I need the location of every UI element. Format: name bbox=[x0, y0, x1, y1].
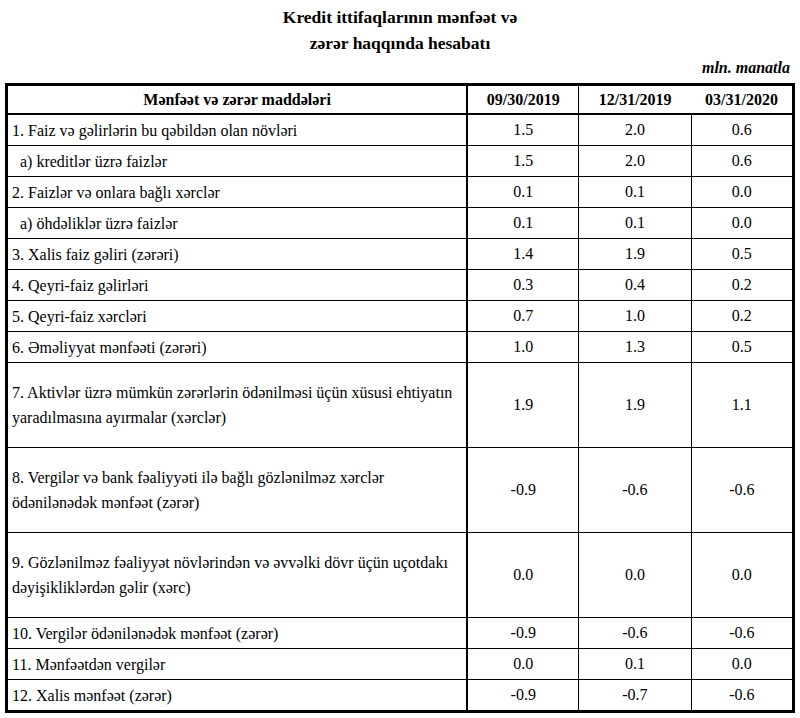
row-value: 0.1 bbox=[579, 177, 691, 208]
row-value: 2.0 bbox=[579, 114, 691, 146]
table-header-row: Mənfəət və zərər maddələri 09/30/2019 12… bbox=[7, 85, 794, 115]
row-value: 1.9 bbox=[579, 239, 691, 270]
table-row: 6. Əməliyyat mənfəəti (zərəri)1.01.30.5 bbox=[7, 332, 794, 363]
row-label: 3. Xalis faiz gəliri (zərəri) bbox=[7, 239, 468, 270]
table-row: 7. Aktivlər üzrə mümkün zərərlərin ödəni… bbox=[7, 363, 794, 448]
row-value: 0.7 bbox=[467, 301, 578, 332]
row-label: 4. Qeyri-faiz gəlirləri bbox=[7, 270, 468, 301]
row-label: 1. Faiz və gəlirlərin bu qəbildən olan n… bbox=[7, 114, 468, 146]
row-value: 0.4 bbox=[579, 270, 691, 301]
row-value: 0.0 bbox=[691, 649, 793, 680]
header-col-12-31-2019: 12/31/2019 bbox=[579, 85, 691, 115]
row-value: 0.0 bbox=[691, 533, 793, 618]
header-label: Mənfəət və zərər maddələri bbox=[7, 85, 468, 115]
row-label: 7. Aktivlər üzrə mümkün zərərlərin ödəni… bbox=[7, 363, 468, 448]
row-value: 2.0 bbox=[579, 146, 691, 177]
page-title: Kredit ittifaqlarının mənfəət və zərər h… bbox=[0, 0, 800, 56]
row-value: 1.4 bbox=[467, 239, 578, 270]
header-col-03-31-2020: 03/31/2020 bbox=[691, 85, 793, 115]
row-value: 1.5 bbox=[467, 114, 578, 146]
row-label: 8. Vergilər və bank fəaliyyəti ilə bağlı… bbox=[7, 448, 468, 533]
table-row: 12. Xalis mənfəət (zərər)-0.9-0.7-0.6 bbox=[7, 680, 794, 712]
table-row: 5. Qeyri-faiz xərcləri0.71.00.2 bbox=[7, 301, 794, 332]
row-value: -0.6 bbox=[579, 448, 691, 533]
page-title-line1: Kredit ittifaqlarının mənfəət və bbox=[0, 4, 800, 30]
row-value: -0.6 bbox=[579, 618, 691, 649]
report-page: Kredit ittifaqlarının mənfəət və zərər h… bbox=[0, 0, 800, 718]
row-label: a) kreditlər üzrə faizlər bbox=[7, 146, 468, 177]
row-label: 12. Xalis mənfəət (zərər) bbox=[7, 680, 468, 712]
row-value: 0.1 bbox=[579, 649, 691, 680]
row-value: 0.2 bbox=[691, 301, 793, 332]
table-row: 3. Xalis faiz gəliri (zərəri)1.41.90.5 bbox=[7, 239, 794, 270]
row-value: 0.2 bbox=[691, 270, 793, 301]
table-row: 9. Gözlənilməz fəaliyyət növlərindən və … bbox=[7, 533, 794, 618]
row-value: -0.9 bbox=[467, 618, 578, 649]
header-col-09-30-2019: 09/30/2019 bbox=[467, 85, 578, 115]
row-label: 11. Mənfəətdən vergilər bbox=[7, 649, 468, 680]
table-row: a) öhdəliklər üzrə faizlər0.10.10.0 bbox=[7, 208, 794, 239]
row-value: 0.1 bbox=[467, 208, 578, 239]
row-label: 2. Faizlər və onlara bağlı xərclər bbox=[7, 177, 468, 208]
row-value: 1.9 bbox=[467, 363, 578, 448]
table-row: a) kreditlər üzrə faizlər1.52.00.6 bbox=[7, 146, 794, 177]
row-value: 1.3 bbox=[579, 332, 691, 363]
row-value: 1.5 bbox=[467, 146, 578, 177]
row-value: -0.9 bbox=[467, 680, 578, 712]
row-label: 9. Gözlənilməz fəaliyyət növlərindən və … bbox=[7, 533, 468, 618]
row-value: 0.5 bbox=[691, 332, 793, 363]
row-value: 1.0 bbox=[579, 301, 691, 332]
row-label: 6. Əməliyyat mənfəəti (zərəri) bbox=[7, 332, 468, 363]
row-value: 1.1 bbox=[691, 363, 793, 448]
row-value: -0.6 bbox=[691, 618, 793, 649]
table-row: 4. Qeyri-faiz gəlirləri0.30.40.2 bbox=[7, 270, 794, 301]
row-value: -0.9 bbox=[467, 448, 578, 533]
row-label: a) öhdəliklər üzrə faizlər bbox=[7, 208, 468, 239]
row-value: 0.0 bbox=[467, 533, 578, 618]
row-label: 10. Vergilər ödənilənədək mənfəət (zərər… bbox=[7, 618, 468, 649]
row-value: 0.1 bbox=[467, 177, 578, 208]
table-row: 2. Faizlər və onlara bağlı xərclər0.10.1… bbox=[7, 177, 794, 208]
row-value: 1.9 bbox=[579, 363, 691, 448]
page-title-line2: zərər haqqında hesabatı bbox=[0, 30, 800, 56]
row-value: 0.3 bbox=[467, 270, 578, 301]
row-value: 1.0 bbox=[467, 332, 578, 363]
table-row: 11. Mənfəətdən vergilər0.00.10.0 bbox=[7, 649, 794, 680]
profit-loss-table: Mənfəət və zərər maddələri 09/30/2019 12… bbox=[5, 83, 795, 713]
unit-note: mln. manatla bbox=[0, 58, 800, 78]
row-value: 0.1 bbox=[579, 208, 691, 239]
row-value: 0.0 bbox=[467, 649, 578, 680]
table-row: 8. Vergilər və bank fəaliyyəti ilə bağlı… bbox=[7, 448, 794, 533]
table-row: 1. Faiz və gəlirlərin bu qəbildən olan n… bbox=[7, 114, 794, 146]
row-value: -0.6 bbox=[691, 680, 793, 712]
row-value: 0.6 bbox=[691, 146, 793, 177]
row-label: 5. Qeyri-faiz xərcləri bbox=[7, 301, 468, 332]
row-value: -0.6 bbox=[691, 448, 793, 533]
table-body: 1. Faiz və gəlirlərin bu qəbildən olan n… bbox=[7, 114, 794, 712]
row-value: 0.6 bbox=[691, 114, 793, 146]
row-value: 0.0 bbox=[579, 533, 691, 618]
row-value: 0.5 bbox=[691, 239, 793, 270]
table-row: 10. Vergilər ödənilənədək mənfəət (zərər… bbox=[7, 618, 794, 649]
row-value: 0.0 bbox=[691, 177, 793, 208]
row-value: 0.0 bbox=[691, 208, 793, 239]
row-value: -0.7 bbox=[579, 680, 691, 712]
